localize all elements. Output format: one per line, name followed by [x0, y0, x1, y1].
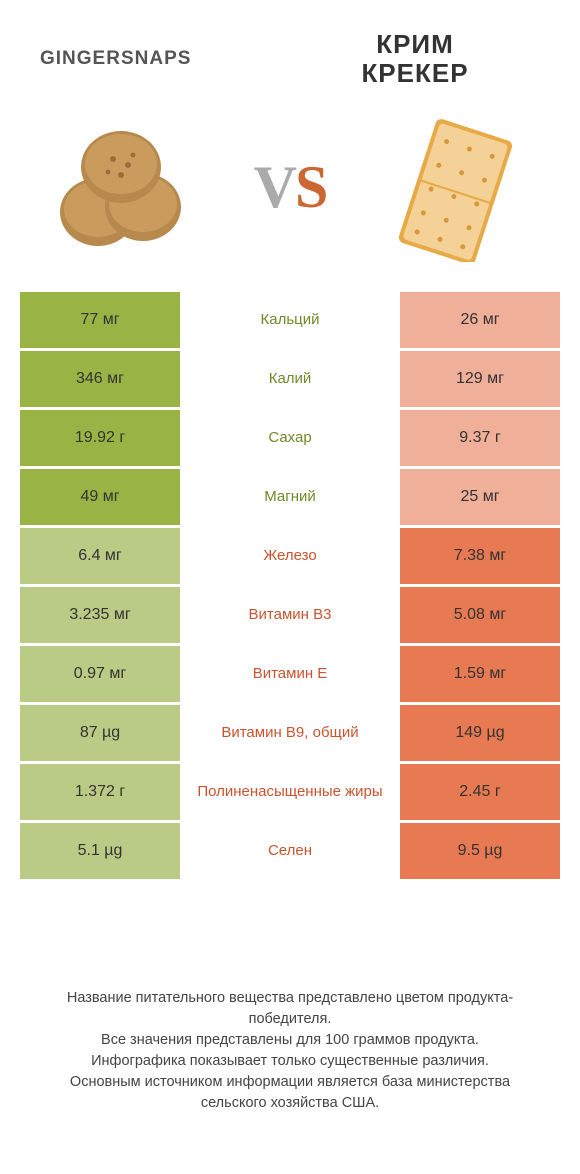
right-value: 25 мг — [400, 469, 560, 525]
nutrient-label: Полиненасыщенные жиры — [180, 764, 400, 820]
right-value: 129 мг — [400, 351, 560, 407]
vs-label: VS — [254, 153, 327, 222]
footer-notes: Название питательного вещества представл… — [0, 988, 580, 1114]
right-value: 149 µg — [400, 705, 560, 761]
nutrient-label: Селен — [180, 823, 400, 879]
footer-line: Инфографика показывает только существенн… — [40, 1051, 540, 1072]
right-value: 5.08 мг — [400, 587, 560, 643]
table-row: 49 мгМагний25 мг — [20, 469, 560, 525]
right-product-title: КРИМКРЕКЕР — [290, 30, 540, 87]
comparison-table: 77 мгКальций26 мг346 мгКалий129 мг19.92 … — [0, 292, 580, 879]
table-row: 5.1 µgСелен9.5 µg — [20, 823, 560, 879]
gingersnaps-image — [38, 112, 208, 262]
nutrient-label: Кальций — [180, 292, 400, 348]
nutrient-label: Витамин E — [180, 646, 400, 702]
header: GINGERSNAPS КРИМКРЕКЕР — [0, 0, 580, 107]
left-value: 3.235 мг — [20, 587, 180, 643]
table-row: 19.92 гСахар9.37 г — [20, 410, 560, 466]
right-value: 7.38 мг — [400, 528, 560, 584]
nutrient-label: Витамин B3 — [180, 587, 400, 643]
left-value: 77 мг — [20, 292, 180, 348]
right-value: 2.45 г — [400, 764, 560, 820]
left-value: 0.97 мг — [20, 646, 180, 702]
left-value: 1.372 г — [20, 764, 180, 820]
nutrient-label: Магний — [180, 469, 400, 525]
table-row: 3.235 мгВитамин B35.08 мг — [20, 587, 560, 643]
right-value: 26 мг — [400, 292, 560, 348]
left-value: 87 µg — [20, 705, 180, 761]
nutrient-label: Витамин B9, общий — [180, 705, 400, 761]
left-value: 49 мг — [20, 469, 180, 525]
right-value: 9.37 г — [400, 410, 560, 466]
table-row: 77 мгКальций26 мг — [20, 292, 560, 348]
left-value: 5.1 µg — [20, 823, 180, 879]
footer-line: Основным источником информации является … — [40, 1072, 540, 1114]
left-value: 6.4 мг — [20, 528, 180, 584]
table-row: 87 µgВитамин B9, общий149 µg — [20, 705, 560, 761]
footer-line: Все значения представлены для 100 граммо… — [40, 1030, 540, 1051]
left-product-title: GINGERSNAPS — [40, 48, 290, 70]
table-row: 1.372 гПолиненасыщенные жиры2.45 г — [20, 764, 560, 820]
table-row: 346 мгКалий129 мг — [20, 351, 560, 407]
left-value: 19.92 г — [20, 410, 180, 466]
right-value: 1.59 мг — [400, 646, 560, 702]
nutrient-label: Железо — [180, 528, 400, 584]
cracker-image — [372, 112, 542, 262]
nutrient-label: Сахар — [180, 410, 400, 466]
right-value: 9.5 µg — [400, 823, 560, 879]
nutrient-label: Калий — [180, 351, 400, 407]
footer-line: Название питательного вещества представл… — [40, 988, 540, 1030]
left-value: 346 мг — [20, 351, 180, 407]
table-row: 6.4 мгЖелезо7.38 мг — [20, 528, 560, 584]
vs-row: VS — [0, 107, 580, 292]
table-row: 0.97 мгВитамин E1.59 мг — [20, 646, 560, 702]
